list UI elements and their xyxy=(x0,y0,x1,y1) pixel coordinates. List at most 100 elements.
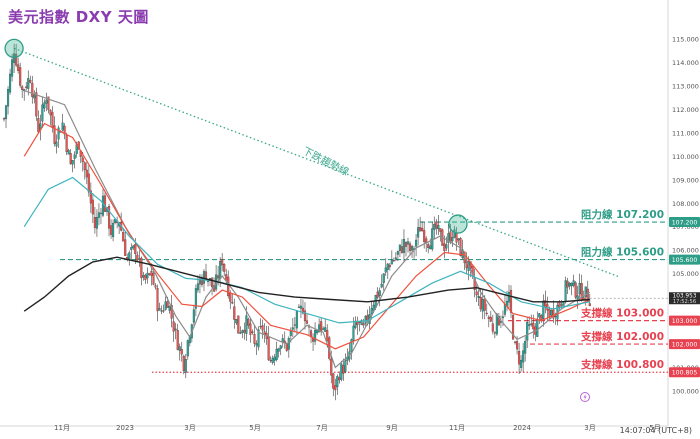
candle xyxy=(398,244,401,251)
candle xyxy=(150,271,153,276)
price-tag-bg-1 xyxy=(669,254,700,265)
price-tick-label: 111.000 xyxy=(672,129,699,137)
candle xyxy=(291,327,294,330)
candle xyxy=(402,239,406,253)
candle xyxy=(15,53,18,66)
candle xyxy=(477,296,480,298)
candle xyxy=(287,338,290,350)
candle xyxy=(186,340,189,357)
candle xyxy=(518,351,521,365)
price-tick-label: 106.000 xyxy=(672,247,699,255)
candle xyxy=(509,290,513,313)
candle xyxy=(101,195,105,216)
level-label-2: 支撐線 103.000 xyxy=(580,307,664,320)
candle xyxy=(172,321,175,332)
candle xyxy=(336,376,339,388)
candle xyxy=(574,282,577,298)
candle xyxy=(285,343,288,351)
candle xyxy=(136,254,139,261)
candle xyxy=(568,282,571,287)
candle xyxy=(73,154,76,159)
candle xyxy=(386,263,389,270)
candle xyxy=(27,78,30,89)
candle xyxy=(239,332,242,334)
candle xyxy=(233,306,236,320)
candle xyxy=(439,228,442,232)
candle xyxy=(25,86,28,89)
candle xyxy=(184,359,187,373)
candle xyxy=(334,385,337,391)
candle xyxy=(350,339,353,352)
candle xyxy=(156,288,159,312)
candle xyxy=(255,343,258,346)
price-tick-label: 110.000 xyxy=(672,153,699,161)
candle xyxy=(485,312,488,314)
price-tick-label: 112.000 xyxy=(672,106,699,114)
candle xyxy=(425,238,428,243)
candle xyxy=(536,318,539,337)
moving-average-ma_red xyxy=(23,122,591,350)
candle xyxy=(554,315,557,317)
candle xyxy=(301,307,305,314)
candle xyxy=(160,310,163,312)
candle xyxy=(390,260,393,265)
time-tick-label: 5月 xyxy=(249,424,260,432)
candle xyxy=(110,225,113,235)
time-tick-label: 3月 xyxy=(184,424,195,432)
candle xyxy=(528,324,531,326)
candle xyxy=(17,64,20,71)
candle xyxy=(489,316,492,322)
candle xyxy=(279,345,282,349)
candle xyxy=(360,320,363,326)
candle xyxy=(273,356,276,361)
candle xyxy=(522,350,525,363)
candle xyxy=(47,96,50,110)
candle xyxy=(124,239,127,256)
time-tick-label: 2023 xyxy=(116,424,134,432)
candle xyxy=(217,275,220,279)
candle xyxy=(526,322,529,341)
clock-readout: 14:07:04 (UTC+8) xyxy=(619,426,692,435)
candle xyxy=(501,316,504,319)
candle xyxy=(19,67,22,86)
candle xyxy=(130,247,133,250)
candle xyxy=(297,306,300,308)
candle xyxy=(43,102,46,109)
candle xyxy=(483,298,486,311)
candle xyxy=(417,227,420,238)
candle xyxy=(158,308,161,311)
price-tag-0: 107.200 xyxy=(672,220,698,227)
candle xyxy=(174,328,177,330)
candle xyxy=(221,258,224,266)
candle xyxy=(29,80,32,83)
moving-average-ma_black xyxy=(23,256,590,312)
price-tick-label: 107.000 xyxy=(672,223,699,231)
candle xyxy=(548,309,551,318)
candle xyxy=(271,357,274,363)
candle xyxy=(67,150,70,155)
candle xyxy=(415,239,418,247)
candle xyxy=(392,260,395,262)
candle xyxy=(164,301,167,310)
candle xyxy=(202,271,206,284)
candle xyxy=(582,297,585,300)
candle xyxy=(354,320,357,328)
candle xyxy=(447,233,450,243)
candle xyxy=(410,246,414,251)
level-label-3: 支撐線 102.000 xyxy=(580,330,664,343)
time-tick-label: 3月 xyxy=(584,424,595,432)
peak-marker-2023 xyxy=(448,214,468,234)
candle xyxy=(429,245,432,250)
candle xyxy=(507,291,511,303)
candle xyxy=(95,217,98,229)
candle xyxy=(572,280,575,286)
candle xyxy=(303,310,307,322)
candle xyxy=(237,315,240,334)
candle xyxy=(6,89,10,107)
candle xyxy=(253,334,256,344)
candle xyxy=(479,296,482,310)
candle xyxy=(13,53,16,63)
candle xyxy=(91,199,94,215)
